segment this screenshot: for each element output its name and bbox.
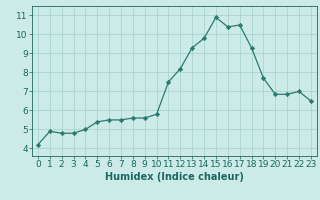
X-axis label: Humidex (Indice chaleur): Humidex (Indice chaleur): [105, 172, 244, 182]
